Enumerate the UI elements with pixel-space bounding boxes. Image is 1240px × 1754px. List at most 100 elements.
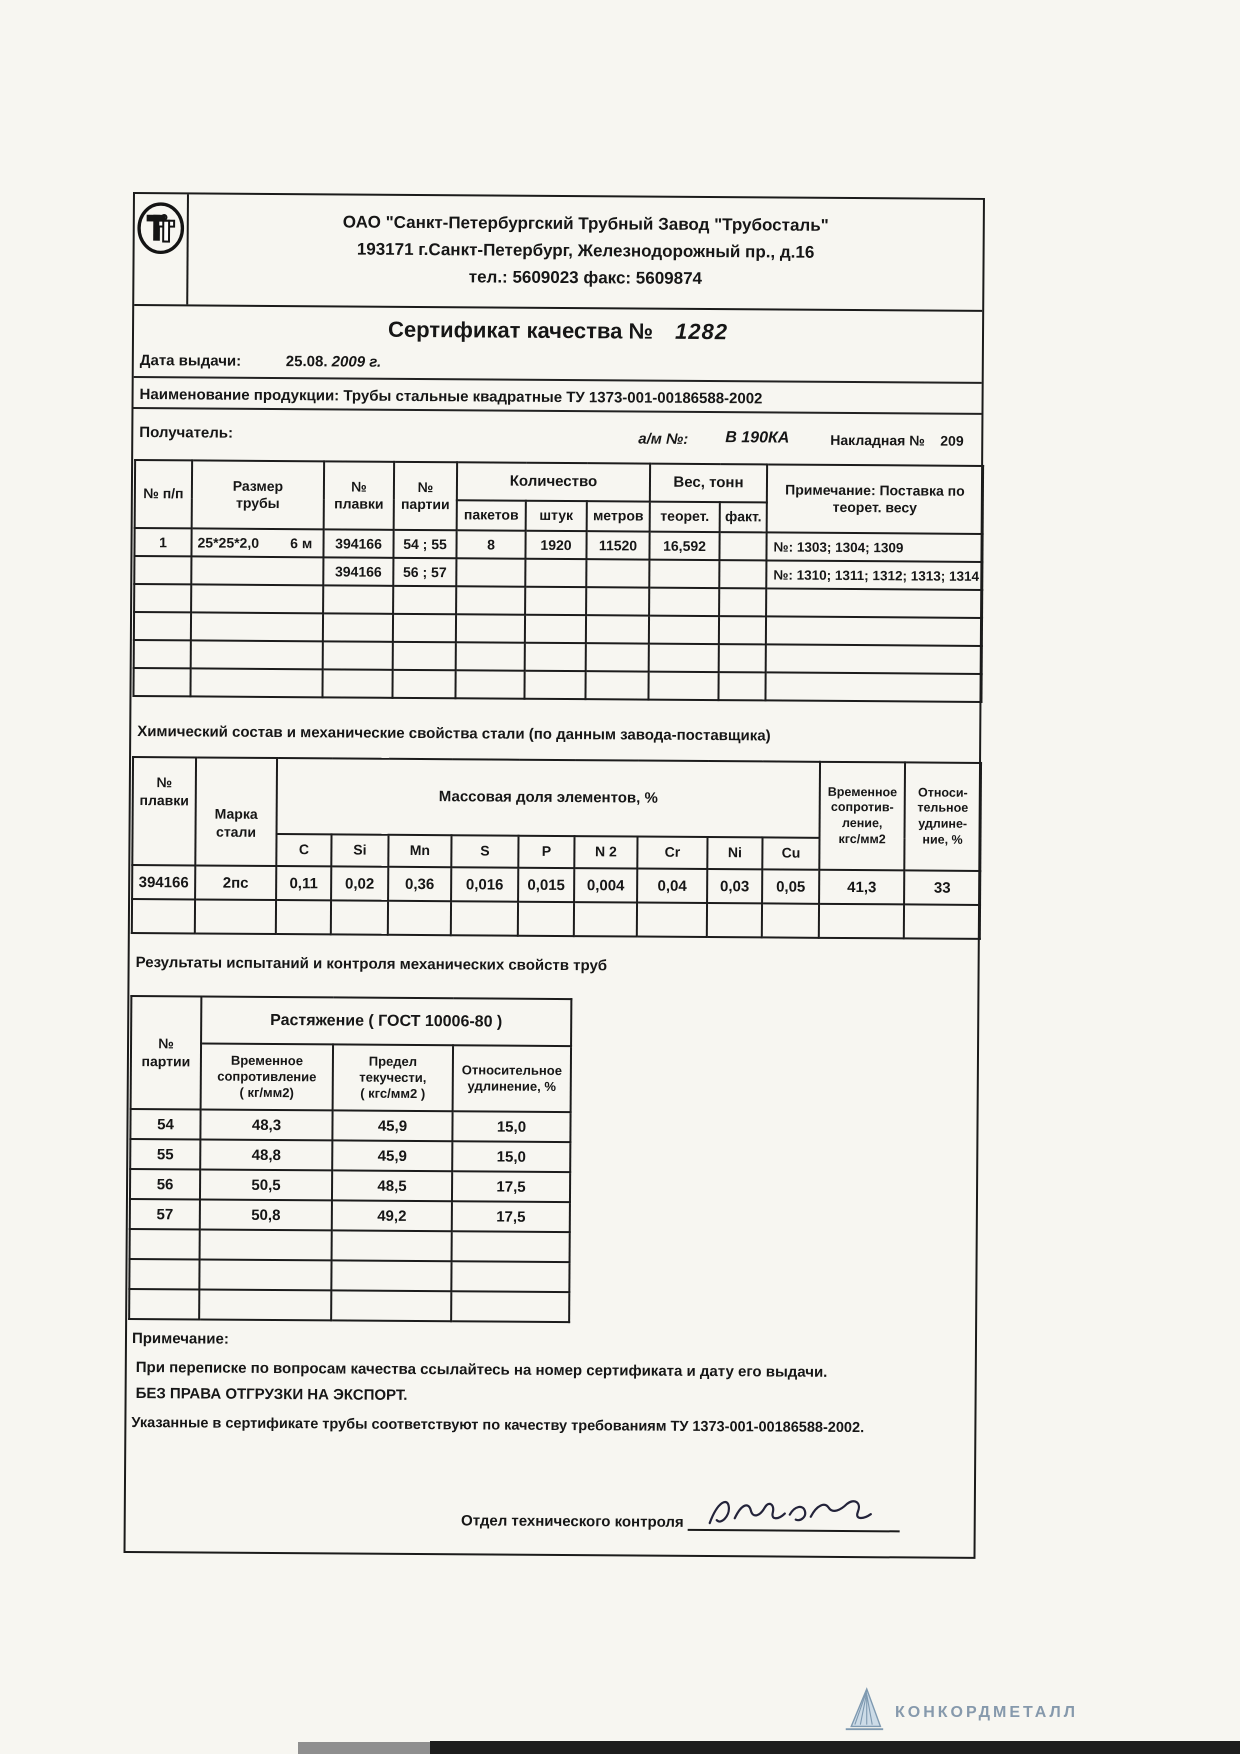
table-cell [393, 585, 457, 615]
table-cell: 41,3 [819, 869, 905, 905]
table-cell: 48,3 [200, 1109, 333, 1141]
table-cell: 48,5 [331, 1170, 453, 1202]
table-cell [331, 1290, 452, 1322]
table-cell [455, 642, 525, 671]
note-line-2: БЕЗ ПРАВА ОТГРУЗКИ НА ЭКСПОРТ. [135, 1385, 408, 1404]
col-weight-group: Вес, тонн [649, 463, 768, 503]
col-yield-strength: Предел текучести, ( кгс/мм2 ) [332, 1044, 454, 1112]
table-cell: 1920 [525, 530, 587, 560]
table-cell [524, 670, 586, 700]
table-cell: 1 [134, 528, 192, 557]
col-tensile-strength: Временное сопротив- ление, кгс/мм2 [819, 761, 906, 871]
table-cell [199, 1259, 332, 1291]
table-cell: 54 ; 55 [393, 529, 457, 559]
table-cell [761, 903, 820, 938]
logo-box [134, 194, 189, 305]
table-cell: 45,9 [332, 1110, 453, 1142]
chemical-table: № плавки Марка стали Массовая доля элеме… [131, 756, 982, 940]
table-cell [585, 643, 649, 672]
table-cell: 0,004 [574, 868, 638, 903]
recipient-row: Получатель: а/м №: В 190КА Накладная № 2… [133, 409, 981, 465]
trubostal-logo-icon [136, 199, 186, 262]
table-cell: 0,04 [637, 868, 708, 904]
table-cell [765, 616, 983, 646]
table-cell [766, 588, 983, 618]
issue-date-value: 25.08. 2009 г. [286, 353, 382, 371]
table-cell [718, 644, 766, 673]
table-cell: 49,2 [331, 1200, 452, 1232]
issue-date-label: Дата выдачи: [139, 352, 242, 370]
table-cell: 33 [904, 870, 981, 905]
table-cell [455, 670, 525, 699]
watermark: КОНКОРДМЕТАЛЛ [843, 1686, 1078, 1739]
scan-edge-artifact [298, 1742, 438, 1754]
table-cell [649, 587, 720, 617]
table-cell: 0,03 [707, 869, 763, 904]
table-cell [648, 643, 719, 673]
table-cell: 17,5 [451, 1171, 571, 1203]
table-cell: 8 [456, 530, 526, 559]
table-cell: 2пс [195, 865, 277, 901]
company-block: ОАО "Санкт-Петербургский Трубный Завод "… [188, 194, 983, 310]
table-cell [706, 903, 763, 938]
company-phones: тел.: 5609023 факс: 5609874 [468, 267, 703, 289]
col-element-s: S [451, 835, 519, 868]
table-cell [586, 559, 650, 588]
table-cell: 0,05 [762, 869, 820, 904]
chemical-section-title: Химический состав и механические свойств… [137, 723, 771, 745]
table-cell [322, 641, 393, 670]
table-cell [903, 904, 981, 939]
table-cell [636, 902, 708, 938]
table-cell [451, 1291, 570, 1323]
table-cell [129, 1259, 200, 1290]
table-cell [331, 1260, 452, 1292]
issue-date-year: 2009 г. [331, 353, 382, 371]
table-cell [392, 669, 456, 699]
table-cell [387, 900, 452, 936]
table-cell [818, 903, 905, 939]
col-note: Примечание: Поставка по теорет. весу [766, 464, 984, 534]
table-cell [133, 612, 192, 641]
table-cell: 0,02 [331, 866, 389, 901]
table-row: 56 50,5 48,5 17,5 [129, 1169, 571, 1203]
table-cell [525, 558, 587, 588]
col-pieces: штук [525, 500, 587, 532]
col-heat: № плавки [323, 461, 395, 530]
table-row: 54 48,3 45,9 15,0 [130, 1109, 571, 1143]
table-cell [322, 613, 394, 642]
header: ОАО "Санкт-Петербургский Трубный Завод "… [134, 194, 983, 312]
table-cell: 0,11 [276, 866, 332, 901]
table-cell [275, 900, 332, 935]
table-row [129, 1259, 570, 1293]
table-cell: 54 [130, 1109, 201, 1140]
vehicle-label: а/м №: [638, 430, 689, 448]
table-cell [129, 1229, 200, 1260]
table-row [129, 1229, 570, 1263]
table-cell [648, 615, 720, 645]
col-tension-group: Растяжение ( ГОСТ 10006-80 ) [201, 996, 572, 1047]
table-cell [450, 901, 519, 936]
table-row [129, 1289, 570, 1323]
table-cell: 56 ; 57 [393, 557, 457, 587]
col-num: № п/п [134, 460, 193, 529]
recipient-label: Получатель: [139, 424, 234, 442]
signature-label: Отдел технического контроля [461, 1512, 684, 1531]
table-cell [133, 668, 191, 697]
table-cell [524, 614, 587, 644]
table-cell [718, 672, 766, 701]
table-cell: 11520 [586, 531, 650, 560]
table-cell [330, 900, 389, 935]
table-cell [719, 588, 767, 617]
product-name: Наименование продукции: Трубы стальные к… [139, 386, 763, 408]
table-cell: 394166 [323, 557, 394, 586]
signature-line [687, 1492, 900, 1533]
table-cell: 16,592 [649, 531, 720, 561]
table-cell [190, 640, 323, 670]
konkord-sail-icon [843, 1686, 885, 1739]
col-element-cr: Cr [637, 836, 708, 870]
table-cell [456, 586, 526, 615]
col-tensile-strength: Временное сопротивление ( кг/мм2) [200, 1043, 334, 1111]
table-cell [585, 615, 650, 644]
table-cell [190, 612, 324, 642]
